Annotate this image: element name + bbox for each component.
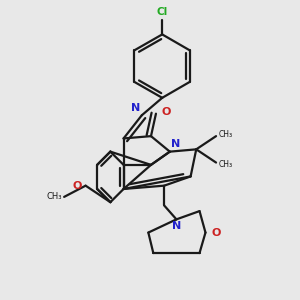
Text: O: O (212, 228, 221, 238)
Text: CH₃: CH₃ (218, 130, 233, 139)
Text: CH₃: CH₃ (218, 160, 233, 169)
Text: N: N (131, 103, 140, 113)
Text: Cl: Cl (157, 7, 168, 16)
Text: CH₃: CH₃ (46, 192, 62, 201)
Text: N: N (172, 221, 181, 231)
Text: O: O (161, 107, 171, 117)
Text: O: O (73, 181, 82, 191)
Text: N: N (171, 139, 181, 149)
